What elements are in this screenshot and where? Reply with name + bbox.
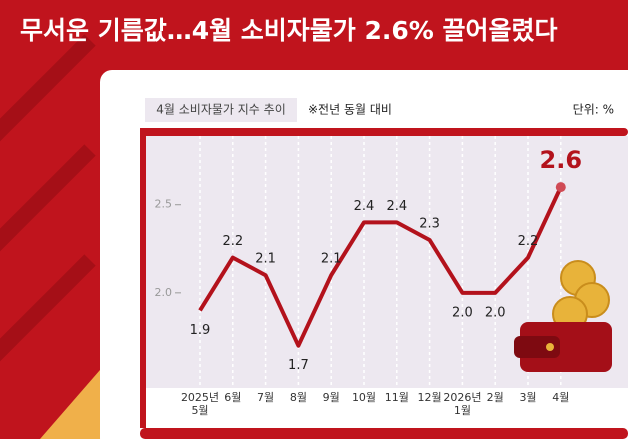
value-label: 2.4 [386, 199, 407, 214]
value-label: 2.2 [222, 234, 243, 249]
wallet-icon [514, 260, 612, 372]
x-tick-label: 6월 [224, 391, 242, 404]
wallet-flap [514, 336, 560, 358]
chart-title: 무서운 기름값…4월 소비자물가 2.6% 끌어올렸다 [20, 16, 558, 45]
arrow [0, 34, 96, 142]
x-tick-label: 3월 [519, 391, 537, 404]
value-label: 2.3 [419, 216, 440, 231]
x-tick-label: 12월 [417, 391, 442, 404]
bottom-bar [140, 428, 628, 439]
x-tick-label: 2025년 5월 [180, 391, 220, 417]
top-bar [140, 128, 628, 136]
unit-label: 단위: % [573, 103, 614, 117]
value-label: 1.9 [190, 323, 211, 338]
value-label: 2.1 [255, 252, 276, 267]
highlight-label: 2.6 [540, 146, 583, 174]
x-tick-label: 8월 [289, 391, 307, 404]
x-tick-label: 4월 [552, 391, 570, 404]
subtitle: 4월 소비자물가 지수 추이 [156, 103, 285, 117]
x-tick-label: 2026년 1월 [443, 391, 482, 417]
data-line [198, 186, 563, 348]
value-label: 2.2 [518, 234, 539, 249]
value-label: 1.7 [288, 358, 309, 373]
value-label: 2.1 [321, 252, 342, 267]
data-point [555, 182, 566, 193]
x-tick-label: 10월 [351, 391, 377, 404]
arrow [0, 144, 96, 252]
value-label: 2.0 [485, 305, 506, 320]
y-tick-label: 2.0 [155, 286, 173, 299]
subtitle-box [145, 98, 297, 122]
x-tick-label: 7월 [257, 391, 275, 404]
x-tick-label: 2월 [486, 391, 504, 404]
decor-corner [40, 370, 100, 439]
arrow [0, 254, 96, 362]
decor-arrows [0, 34, 96, 362]
x-tick-label: 11월 [384, 391, 409, 404]
note: ※전년 동월 대비 [308, 103, 392, 117]
y-tick-label: 2.5 [155, 198, 173, 211]
x-tick-label: 9월 [322, 391, 340, 404]
left-bar [140, 128, 146, 428]
wallet [520, 322, 612, 372]
value-label: 2.0 [452, 305, 473, 320]
wallet-button [546, 343, 554, 351]
value-label: 2.4 [354, 199, 375, 214]
